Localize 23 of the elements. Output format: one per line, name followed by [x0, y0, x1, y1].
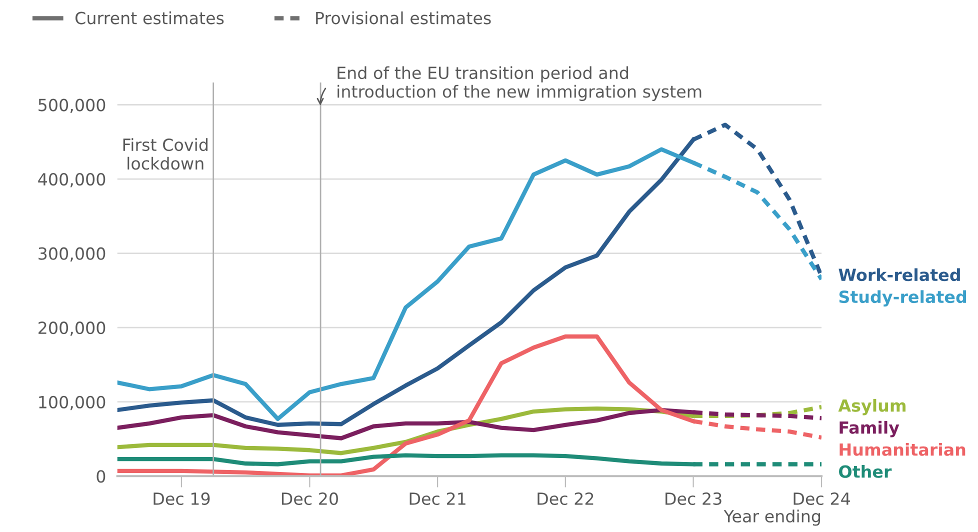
- x-tick-label: Dec 23: [666, 492, 722, 506]
- x-tick-label: Dec 21: [410, 492, 466, 506]
- text: Study-related: [839, 290, 966, 306]
- text: Work-related: [838, 268, 960, 282]
- text: Humanitarian: [840, 442, 966, 456]
- text: Asylum: [838, 398, 906, 416]
- x-tick-label: Dec 22: [538, 492, 594, 506]
- x-tick-label: Dec 19: [154, 492, 210, 506]
- legend-label: Provisional estimates: [316, 11, 491, 24]
- y-tick-label: 200,000: [38, 322, 106, 336]
- x-tick-label: Dec 24: [794, 492, 850, 506]
- x-tick-label: Dec 20: [282, 492, 338, 506]
- text: Family: [840, 420, 900, 438]
- ref-line-label: First Covid lockdown: [123, 138, 208, 170]
- y-tick-label: 0: [96, 470, 106, 483]
- text: Other: [839, 464, 892, 478]
- y-tick-label: 300,000: [38, 247, 106, 262]
- y-tick-label: 400,000: [38, 172, 106, 188]
- y-tick-label: 100,000: [39, 396, 106, 410]
- legend-label: Current estimates: [75, 11, 224, 24]
- y-tick-label: 500,000: [38, 98, 106, 114]
- ref-line-label: End of the EU transition period and introduction of the new immigration system: [338, 66, 702, 102]
- x-axis-title: Year ending: [724, 510, 820, 526]
